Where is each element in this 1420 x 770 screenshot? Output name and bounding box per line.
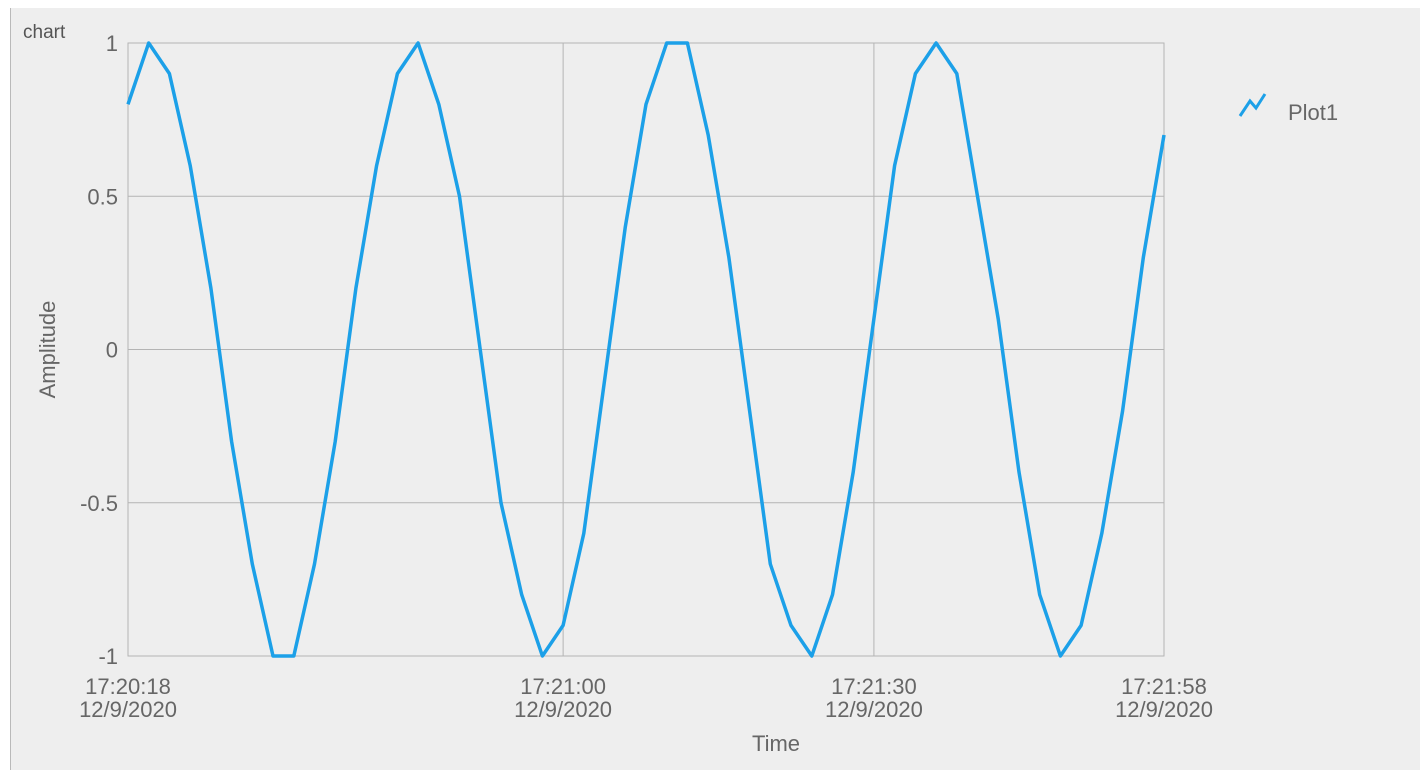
axes: 10.50-0.5-117:20:1812/9/202017:21:0012/9… [79, 31, 1213, 722]
line-series-icon [1238, 93, 1267, 117]
series-line-plot1[interactable] [126, 41, 1166, 658]
y-tick-label: 0.5 [87, 184, 118, 209]
y-tick-label: 0 [106, 338, 118, 363]
x-tick-date: 12/9/2020 [825, 697, 923, 722]
y-axis-title: Amplitude [35, 301, 60, 399]
x-tick-time: 17:21:58 [1121, 674, 1207, 699]
x-tick-date: 12/9/2020 [79, 697, 177, 722]
y-tick-label: -1 [98, 644, 118, 669]
x-tick-time: 17:21:00 [520, 674, 606, 699]
legend-label: Plot1 [1288, 100, 1338, 125]
x-tick-time: 17:20:18 [85, 674, 171, 699]
x-axis-title: Time [752, 731, 800, 756]
y-tick-label: 1 [106, 31, 118, 56]
chart-panel: chart [10, 8, 1420, 770]
chart-label: chart [23, 22, 66, 43]
x-tick-time: 17:21:30 [831, 674, 917, 699]
x-tick-date: 12/9/2020 [1115, 697, 1213, 722]
legend[interactable]: Plot1 [1238, 93, 1338, 125]
grid [127, 42, 1165, 657]
y-tick-label: -0.5 [80, 491, 118, 516]
series-layer [126, 41, 1166, 658]
x-tick-date: 12/9/2020 [514, 697, 612, 722]
